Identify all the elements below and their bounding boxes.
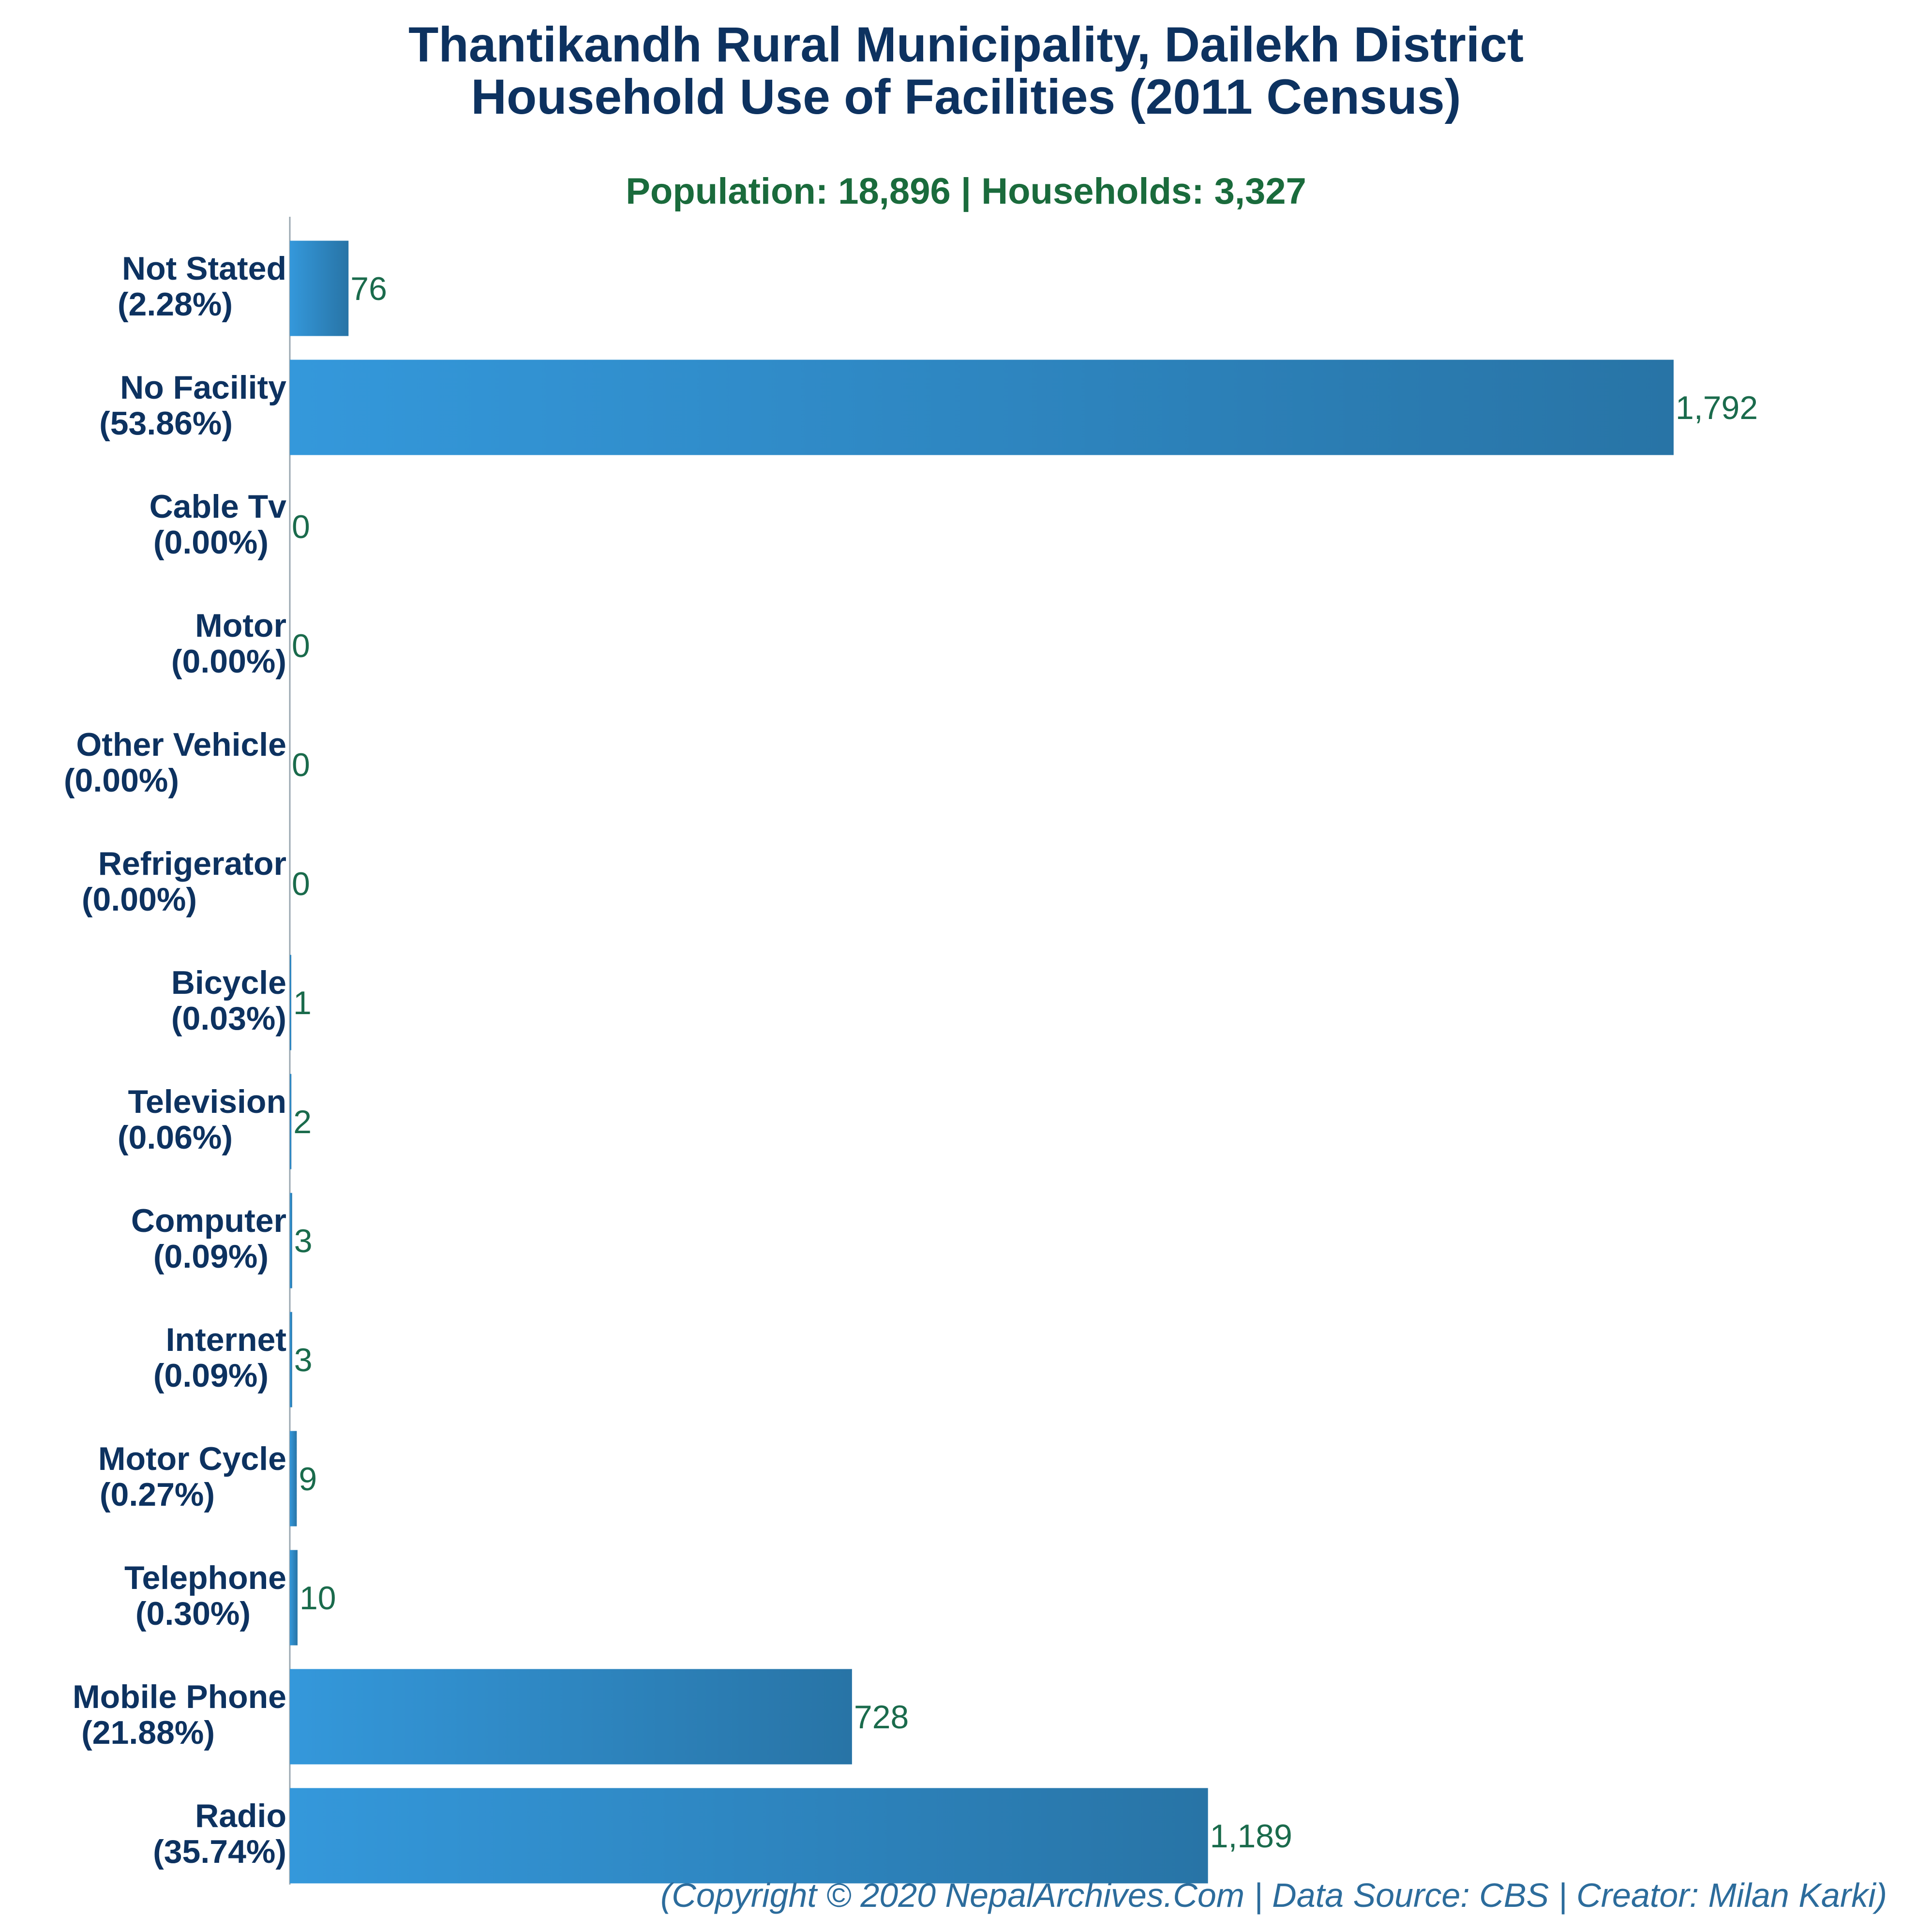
value-label: 1,189 xyxy=(1210,1818,1292,1855)
chart-subtitle: Population: 18,896 | Households: 3,327 xyxy=(626,171,1306,212)
bar-not-stated xyxy=(290,240,349,336)
category-percent-label: (35.74%) xyxy=(153,1833,286,1870)
value-label: 0 xyxy=(292,866,310,902)
category-percent-label: (53.86%) xyxy=(99,405,233,442)
chart-footer: (Copyright © 2020 NepalArchives.Com | Da… xyxy=(660,1876,1887,1914)
category-label: Bicycle xyxy=(171,964,286,1001)
value-label: 10 xyxy=(300,1580,336,1617)
value-label: 3 xyxy=(294,1223,313,1259)
category-percent-label: (0.00%) xyxy=(171,643,286,680)
category-label: Cable Tv xyxy=(150,488,287,525)
category-percent-label: (0.09%) xyxy=(153,1238,269,1275)
value-label: 2 xyxy=(293,1104,312,1140)
bar-computer xyxy=(290,1193,292,1288)
category-percent-label: (0.00%) xyxy=(153,524,269,561)
category-percent-label: (0.27%) xyxy=(100,1476,215,1513)
chart-title-line2: Household Use of Facilities (2011 Census… xyxy=(471,69,1461,124)
category-label: Computer xyxy=(131,1202,286,1239)
category-label: Internet xyxy=(166,1321,286,1358)
bar-bicycle xyxy=(290,955,291,1050)
category-percent-label: (0.00%) xyxy=(64,762,179,799)
category-percent-label: (0.09%) xyxy=(153,1357,269,1394)
value-label: 76 xyxy=(350,270,387,307)
value-label: 1 xyxy=(293,985,312,1021)
value-label: 728 xyxy=(854,1699,909,1736)
category-percent-label: (0.00%) xyxy=(82,881,197,918)
value-label: 9 xyxy=(299,1461,317,1498)
category-label: Motor xyxy=(195,607,286,644)
category-label: Other Vehicle xyxy=(76,726,286,763)
category-label: Television xyxy=(128,1083,286,1120)
bar-motor-cycle xyxy=(290,1431,297,1527)
value-label: 0 xyxy=(292,628,310,664)
category-label: Motor Cycle xyxy=(98,1440,286,1477)
value-label: 3 xyxy=(294,1342,313,1378)
bar-television xyxy=(290,1074,292,1169)
category-label: No Facility xyxy=(120,369,286,406)
category-label: Telephone xyxy=(124,1559,286,1596)
category-label: Mobile Phone xyxy=(73,1678,286,1715)
category-percent-label: (2.28%) xyxy=(118,286,233,323)
category-label: Refrigerator xyxy=(98,845,286,882)
category-percent-label: (0.30%) xyxy=(135,1595,251,1632)
bar-no-facility xyxy=(290,359,1674,455)
value-label: 0 xyxy=(292,509,310,545)
category-percent-label: (21.88%) xyxy=(81,1714,215,1751)
value-label: 0 xyxy=(292,747,310,783)
category-percent-label: (0.03%) xyxy=(171,1000,286,1037)
category-label: Radio xyxy=(195,1797,286,1834)
bar-internet xyxy=(290,1312,292,1408)
chart-title-line1: Thantikandh Rural Municipality, Dailekh … xyxy=(408,17,1524,72)
bar-radio xyxy=(290,1788,1208,1884)
bar-mobile-phone xyxy=(290,1669,852,1765)
category-percent-label: (0.06%) xyxy=(118,1119,233,1156)
value-label: 1,792 xyxy=(1676,389,1758,426)
bar-telephone xyxy=(290,1550,298,1646)
category-label: Not Stated xyxy=(122,250,286,287)
